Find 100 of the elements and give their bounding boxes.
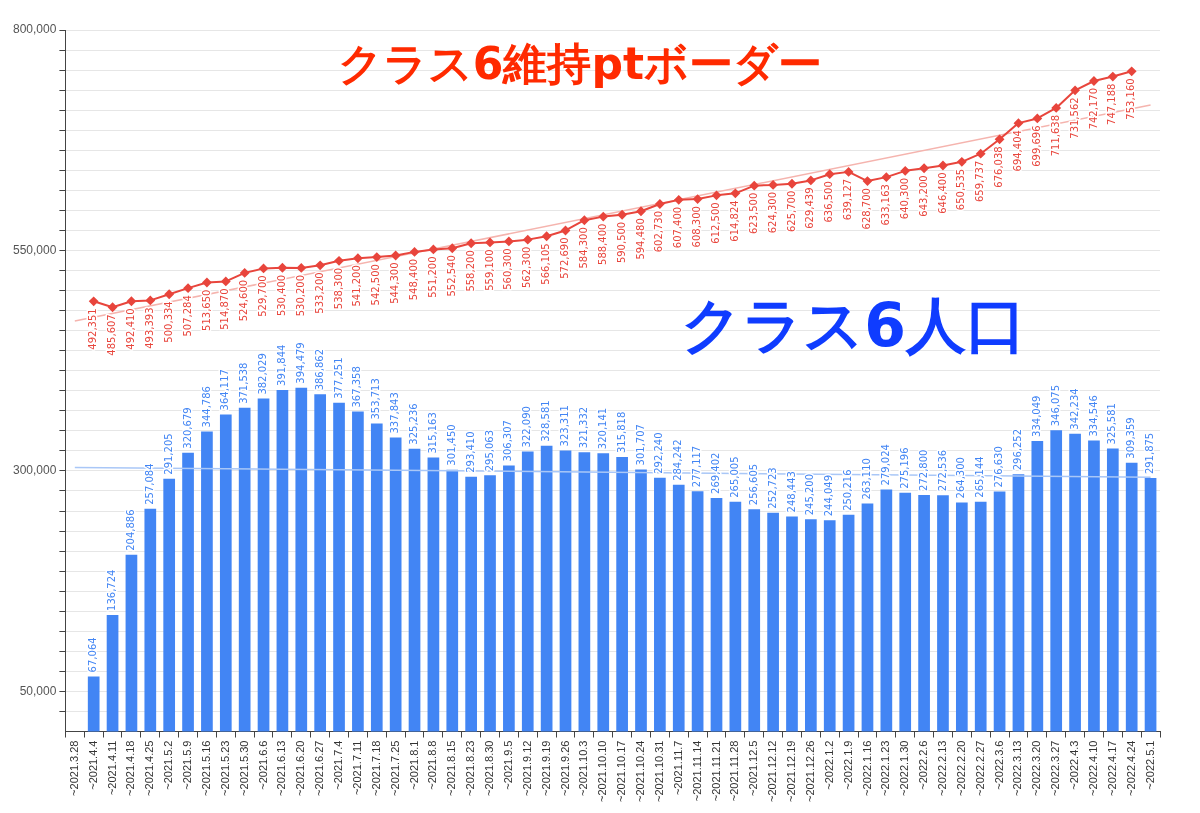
x-tick-label: ~2021.8.23 bbox=[464, 740, 477, 796]
data-label: 514,870 bbox=[219, 288, 231, 330]
data-label: 742,170 bbox=[1087, 88, 1099, 130]
data-label: 572,690 bbox=[559, 237, 571, 279]
data-label: 594,480 bbox=[634, 218, 646, 260]
data-label: 272,800 bbox=[917, 449, 929, 491]
data-label: 614,824 bbox=[728, 200, 740, 242]
point bbox=[561, 225, 571, 235]
data-label: 334,049 bbox=[1030, 395, 1042, 437]
data-label: 306,307 bbox=[502, 420, 514, 462]
x-tick-label: ~2021.7.4 bbox=[332, 740, 345, 790]
data-label: 584,300 bbox=[577, 227, 589, 269]
point bbox=[636, 206, 646, 216]
point bbox=[655, 199, 665, 209]
data-label: 711,638 bbox=[1049, 114, 1061, 157]
point bbox=[428, 244, 438, 254]
x-tick-label: ~2021.7.11 bbox=[350, 740, 363, 796]
x-tick-label: ~2022.2.13 bbox=[935, 740, 948, 796]
x-tick-label: ~2021.11.14 bbox=[690, 740, 703, 802]
data-label: 256,605 bbox=[747, 463, 759, 506]
x-tick-label: ~2021.3.28 bbox=[67, 740, 80, 796]
x-tick-label: ~2022.4.10 bbox=[1086, 740, 1099, 796]
data-label: 244,049 bbox=[823, 474, 835, 517]
point bbox=[844, 167, 854, 177]
x-tick-label: ~2021.5.23 bbox=[218, 740, 231, 796]
data-label: 263,110 bbox=[861, 458, 873, 500]
x-tick-label: ~2021.8.30 bbox=[483, 740, 496, 796]
data-label: 315,818 bbox=[615, 411, 627, 454]
x-tick-label: ~2021.9.12 bbox=[520, 740, 533, 796]
data-label: 507,284 bbox=[181, 295, 193, 337]
data-label: 382,029 bbox=[257, 353, 269, 395]
data-label: 245,200 bbox=[804, 473, 816, 516]
data-label: 353,713 bbox=[370, 378, 382, 420]
point bbox=[410, 247, 420, 257]
x-tick-label: ~2021.12.19 bbox=[785, 740, 798, 803]
x-tick-label: ~2021.12.5 bbox=[747, 740, 760, 796]
data-label: 291,205 bbox=[162, 433, 174, 475]
data-label: 377,251 bbox=[332, 357, 344, 399]
data-label: 558,200 bbox=[464, 250, 476, 292]
data-label: 296,252 bbox=[1012, 428, 1024, 471]
data-label: 636,500 bbox=[823, 181, 835, 223]
x-tick-label: ~2021.10.24 bbox=[634, 740, 647, 803]
x-tick-label: ~2021.8.1 bbox=[407, 740, 420, 790]
point bbox=[900, 166, 910, 176]
point bbox=[938, 160, 948, 170]
data-label: 284,242 bbox=[672, 439, 684, 481]
data-label: 551,200 bbox=[426, 256, 438, 298]
point bbox=[164, 289, 174, 299]
annotation: クラス6人口 bbox=[681, 289, 1026, 360]
data-label: 533,200 bbox=[313, 272, 325, 314]
data-label: 325,236 bbox=[408, 403, 420, 445]
data-label: 541,200 bbox=[351, 265, 363, 307]
data-label: 542,500 bbox=[370, 264, 382, 306]
data-label: 325,581 bbox=[1106, 403, 1118, 445]
data-label: 364,117 bbox=[219, 369, 231, 411]
x-tick-label: ~2022.1.30 bbox=[898, 740, 911, 796]
data-label: 346,075 bbox=[1049, 384, 1061, 427]
x-tick-label: ~2021.4.4 bbox=[86, 740, 99, 790]
point bbox=[787, 179, 797, 189]
x-tick-label: ~2021.10.10 bbox=[596, 740, 609, 803]
data-label: 559,100 bbox=[483, 249, 495, 291]
point bbox=[1032, 113, 1042, 123]
point bbox=[183, 283, 193, 293]
data-label: 676,038 bbox=[993, 146, 1005, 188]
data-label: 328,581 bbox=[540, 400, 552, 442]
data-label: 371,538 bbox=[238, 362, 250, 404]
data-label: 485,607 bbox=[106, 314, 118, 356]
data-label: 544,300 bbox=[389, 262, 401, 304]
data-label: 492,410 bbox=[125, 308, 137, 350]
data-label: 566,105 bbox=[540, 243, 552, 285]
x-tick-label: ~2022.4.3 bbox=[1068, 740, 1081, 790]
data-label: 548,400 bbox=[408, 258, 420, 301]
point bbox=[485, 237, 495, 247]
data-label: 612,500 bbox=[710, 202, 722, 244]
point bbox=[391, 251, 401, 261]
point bbox=[806, 175, 816, 185]
data-label: 279,024 bbox=[879, 444, 891, 486]
data-label: 607,400 bbox=[672, 206, 684, 249]
point bbox=[202, 278, 212, 288]
x-tick-label: ~2021.9.26 bbox=[558, 740, 571, 796]
x-tick-label: ~2021.4.18 bbox=[124, 740, 137, 796]
data-label: 659,737 bbox=[974, 160, 986, 203]
x-tick-label: ~2021.6.13 bbox=[275, 740, 288, 796]
point bbox=[240, 268, 250, 278]
point bbox=[108, 302, 118, 312]
point bbox=[315, 260, 325, 270]
point bbox=[1013, 118, 1023, 128]
x-tick-label: ~2022.3.27 bbox=[1049, 740, 1062, 796]
point bbox=[296, 263, 306, 273]
x-tick-label: ~2021.10.3 bbox=[577, 740, 590, 796]
data-label: 588,400 bbox=[596, 223, 608, 265]
data-label: 204,886 bbox=[125, 509, 137, 551]
data-label: 513,650 bbox=[200, 289, 212, 331]
x-tick-label: ~2021.5.9 bbox=[181, 740, 194, 790]
x-tick-label: ~2022.3.6 bbox=[992, 740, 1005, 790]
data-label: 301,450 bbox=[445, 424, 457, 466]
x-tick-label: ~2021.6.27 bbox=[313, 740, 326, 796]
data-label: 269,402 bbox=[710, 452, 722, 494]
point bbox=[995, 134, 1005, 144]
x-tick-label: ~2021.6.20 bbox=[294, 740, 307, 796]
